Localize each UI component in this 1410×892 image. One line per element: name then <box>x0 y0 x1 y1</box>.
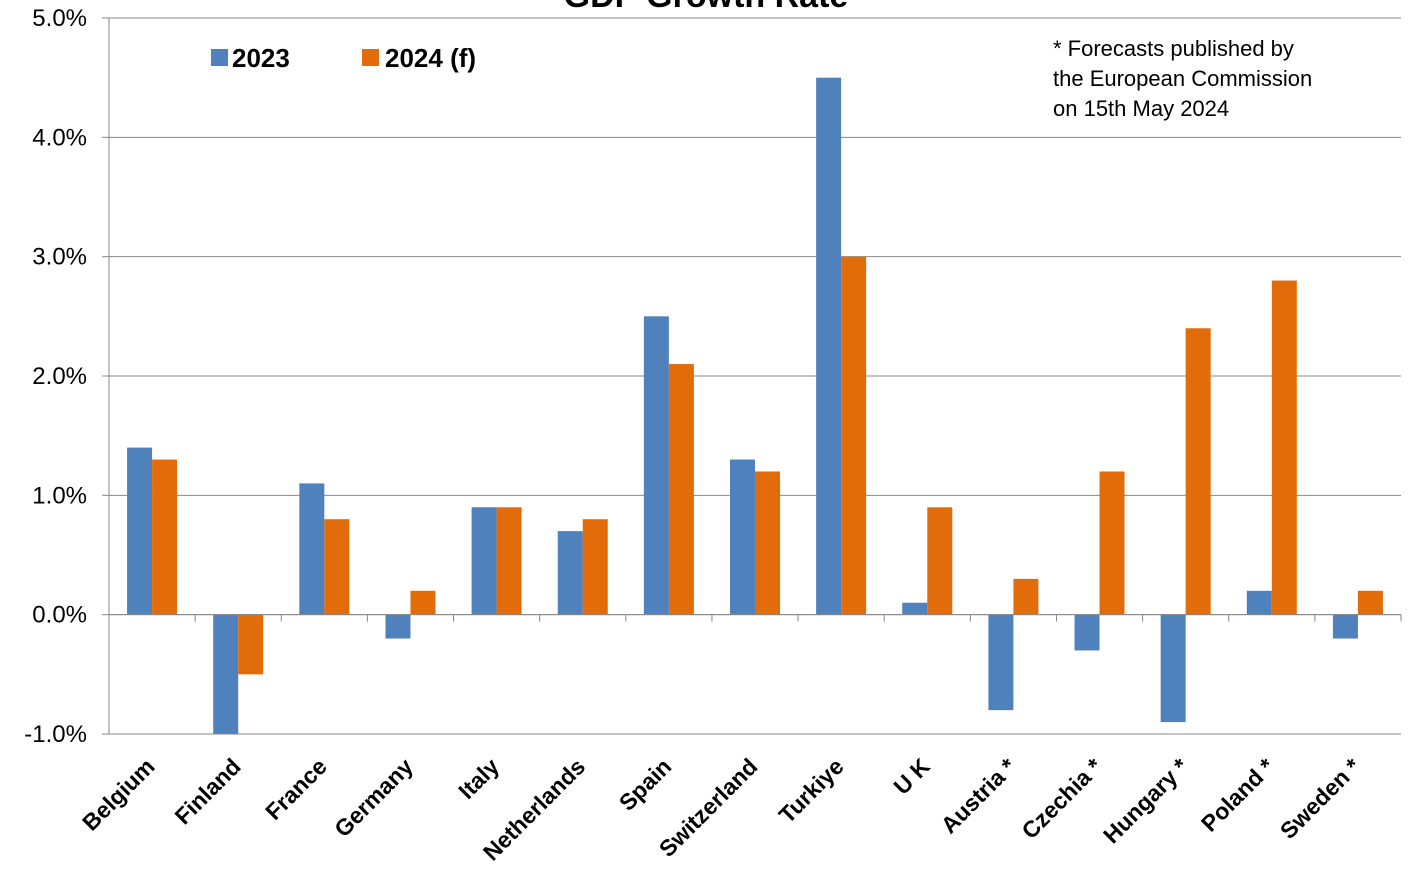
annotation-background <box>1040 22 1380 134</box>
legend: 2023 2024 (f) <box>211 43 476 73</box>
bar-2023 <box>127 447 153 615</box>
bar-2023 <box>213 614 239 734</box>
x-tick-label: Spain <box>614 753 677 816</box>
bar-2024f <box>496 507 522 615</box>
bar-2023 <box>1160 614 1186 723</box>
x-tick-label: Hungary * <box>1098 753 1193 848</box>
bar-2024f <box>1013 578 1039 615</box>
legend-swatch-2023 <box>211 49 228 66</box>
annotation-line-3: on 15th May 2024 <box>1053 96 1229 121</box>
bar-2023 <box>730 459 755 615</box>
bar-2023 <box>816 77 842 615</box>
y-tick-label: -1.0% <box>24 721 87 748</box>
y-tick-label: 3.0% <box>32 244 87 271</box>
bar-2024f <box>582 519 608 615</box>
x-tick-label: Czechia * <box>1016 753 1107 844</box>
bar-2023 <box>471 507 497 615</box>
legend-label-2023: 2023 <box>232 43 290 73</box>
x-tick-label: Belgium <box>77 753 160 836</box>
bars <box>127 77 1383 734</box>
bar-2024f <box>1099 471 1125 615</box>
bar-2024f <box>324 519 350 615</box>
x-tick-label: Poland * <box>1196 753 1279 836</box>
y-tick-label: 0.0% <box>32 602 87 629</box>
bar-2023 <box>902 602 928 615</box>
x-tick-label: Italy <box>453 753 504 804</box>
bar-2023 <box>643 316 669 615</box>
x-tick-label: Turkiye <box>774 753 849 828</box>
bar-2024f <box>755 471 780 615</box>
x-tick-label: Sweden * <box>1275 753 1366 844</box>
bar-2023 <box>1074 614 1100 651</box>
x-tick-label: France <box>260 753 332 825</box>
bar-2024f <box>1271 280 1297 615</box>
bar-2024f <box>1185 328 1211 615</box>
bar-2024f <box>841 256 867 615</box>
x-tick-label: Austria * <box>936 753 1021 838</box>
bar-2024f <box>410 590 436 615</box>
bar-2023 <box>299 483 325 615</box>
bar-2023 <box>385 614 411 639</box>
bar-2023 <box>1246 590 1272 615</box>
y-tick-label: 1.0% <box>32 482 87 509</box>
legend-swatch-2024 <box>362 49 379 66</box>
chart-title: GDP Growth Rate <box>564 0 849 15</box>
annotation-line-2: the European Commission <box>1053 66 1312 91</box>
bar-2023 <box>988 614 1014 711</box>
legend-label-2024: 2024 (f) <box>385 43 476 73</box>
y-tick-label: 2.0% <box>32 363 87 390</box>
bar-2024f <box>1357 590 1383 615</box>
x-tick-label: U K <box>888 753 935 800</box>
x-tick-label: Germany <box>329 753 418 842</box>
bar-2024f <box>152 459 178 615</box>
bar-2024f <box>927 507 953 615</box>
x-tick-label: Finland <box>170 753 246 829</box>
y-tick-label: 4.0% <box>32 124 87 151</box>
bar-2023 <box>557 531 583 615</box>
y-axis-ticks: -1.0% 0.0% 1.0% 2.0% 3.0% 4.0% 5.0% <box>24 5 109 748</box>
bar-2024f <box>668 364 694 615</box>
y-tick-label: 5.0% <box>32 5 87 32</box>
annotation-line-1: * Forecasts published by <box>1053 36 1294 61</box>
bar-2023 <box>1332 614 1358 639</box>
bar-2024f <box>238 614 264 675</box>
